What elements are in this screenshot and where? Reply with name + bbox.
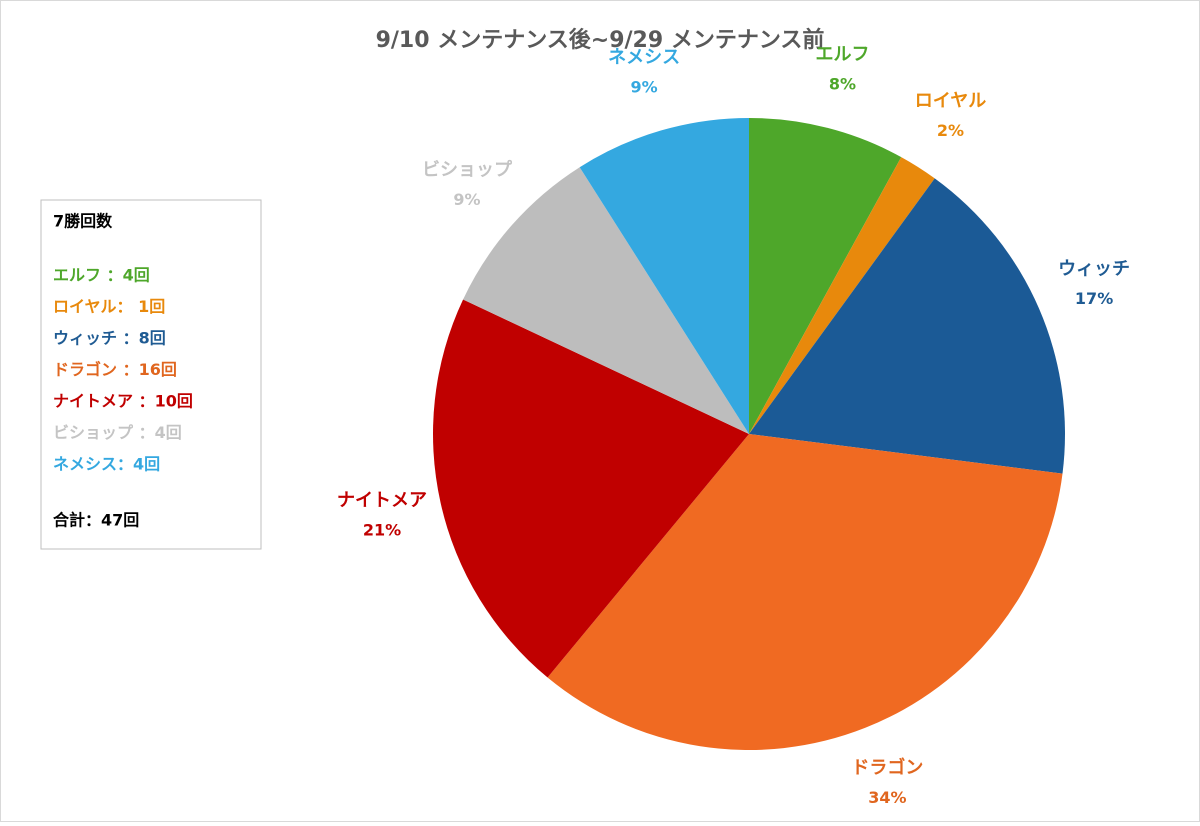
slice-value-label: 17%: [1075, 289, 1113, 308]
text-box-title: 7勝回数: [53, 212, 113, 231]
slice-label: エルフ: [816, 44, 870, 65]
slice-label: ネメシス: [608, 47, 680, 68]
text-box-line: ナイトメア ：10回: [53, 392, 193, 411]
slice-label: ロイヤル: [915, 91, 986, 112]
slice-label: ビショップ: [422, 158, 513, 180]
slice-value-label: 34%: [868, 788, 906, 807]
chart-title: 9/10 メンテナンス後~9/29 メンテナンス前: [376, 27, 825, 53]
pie-slice: [463, 167, 749, 434]
pie-slice: [749, 178, 1065, 474]
pie-slice: [432, 299, 749, 678]
pie-slice: [547, 434, 1063, 750]
text-box-line: エルフ ：4回: [53, 266, 150, 285]
pie-slice: [749, 118, 902, 434]
slice-value-label: 21%: [363, 521, 401, 540]
pie-slice: [579, 118, 749, 434]
slice-value-label: 9%: [453, 190, 480, 209]
pie-slice: [749, 157, 935, 434]
text-box-line: ウィッチ ：8回: [53, 329, 166, 348]
slice-label: ドラゴン: [851, 757, 923, 779]
slice-value-label: 2%: [937, 121, 964, 140]
text-box-line: ビショップ ：4回: [53, 423, 182, 442]
text-box-line: ドラゴン ：16回: [53, 360, 177, 379]
slice-value-label: 8%: [829, 74, 856, 93]
slice-value-label: 9%: [631, 77, 658, 96]
text-box-total: 合計：47回: [53, 511, 139, 530]
text-box-line: ネメシス：4回: [53, 455, 160, 474]
slice-label: ナイトメア: [337, 490, 427, 511]
slice-label: ウィッチ: [1058, 259, 1130, 280]
text-box-line: ロイヤル： 1回: [53, 297, 165, 316]
text-box: [40, 199, 262, 550]
